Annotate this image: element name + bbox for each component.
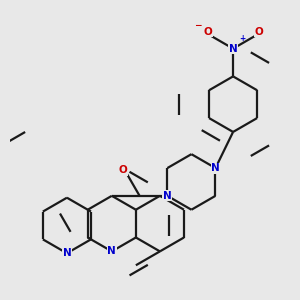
Text: N: N [62,248,71,258]
Text: N: N [229,44,238,54]
Text: O: O [118,165,127,176]
Text: N: N [107,246,116,256]
Text: N: N [163,191,172,201]
Text: +: + [239,34,245,43]
Text: N: N [211,163,220,173]
Text: O: O [203,27,212,37]
Text: O: O [254,27,263,37]
Text: −: − [194,21,201,30]
